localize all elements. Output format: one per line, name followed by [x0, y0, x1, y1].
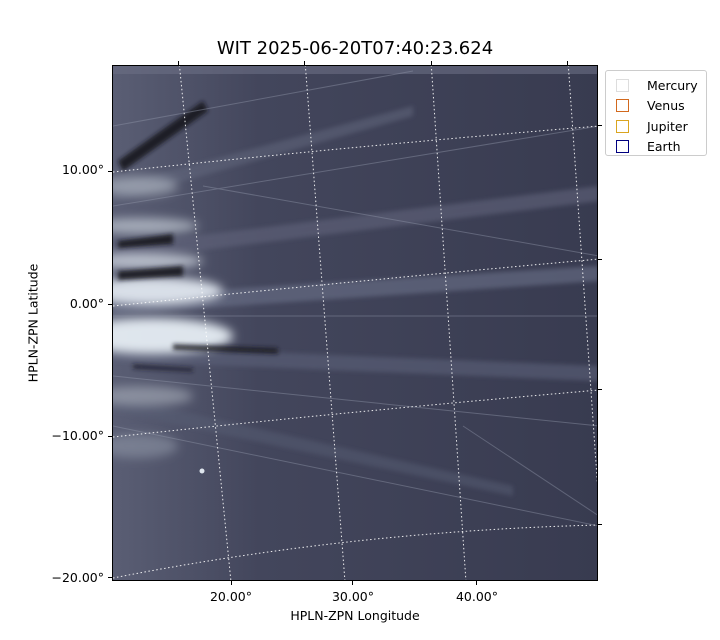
legend-swatch [616, 78, 629, 92]
ytick-mark-right [598, 524, 602, 525]
coordinate-grid [113, 66, 597, 580]
ytick-mark-right [598, 259, 602, 260]
xtick-mark-top [567, 61, 568, 65]
legend-item-mercury: Mercury [616, 75, 706, 96]
legend-item-venus: Venus [616, 96, 706, 117]
xtick-label: 40.00° [455, 589, 499, 604]
xtick-mark-top [304, 61, 305, 65]
legend-label: Jupiter [647, 118, 688, 134]
coronal-streamers [113, 106, 597, 496]
coronal-image-svg [113, 66, 597, 580]
plot-title: WIT 2025-06-20T07:40:23.624 [216, 38, 494, 59]
xtick-mark-top [178, 61, 179, 65]
ytick-mark-right [598, 125, 602, 126]
legend-swatch [616, 99, 629, 113]
legend-label: Venus [647, 98, 685, 114]
xtick-mark [352, 581, 353, 585]
xtick-mark [231, 581, 232, 585]
legend-swatch [616, 119, 629, 133]
bright-point-object [199, 468, 205, 474]
xtick-label: 30.00° [331, 589, 375, 604]
dark-streamer-gaps [118, 101, 278, 372]
legend-item-earth: Earth [616, 137, 706, 158]
ytick-mark [108, 436, 112, 437]
legend-swatch [616, 140, 629, 154]
ytick-mark [108, 304, 112, 305]
legend: Mercury Venus Jupiter Earth [605, 70, 707, 156]
ytick-label: 0.00° [69, 296, 104, 311]
x-axis-label: HPLN-ZPN Longitude [290, 608, 420, 623]
thin-ray-streaks [113, 70, 597, 527]
ytick-label: 10.00° [61, 162, 104, 177]
ytick-mark [108, 577, 112, 578]
ytick-label: −20.00° [51, 570, 104, 585]
ytick-label: −10.00° [51, 428, 104, 443]
xtick-label: 20.00° [209, 589, 253, 604]
bright-core-streamers [113, 176, 233, 458]
heliospheric-image [112, 65, 598, 581]
xtick-mark [476, 581, 477, 585]
ytick-mark-right [598, 389, 602, 390]
image-top-band [113, 66, 597, 74]
legend-label: Earth [647, 139, 681, 155]
legend-item-jupiter: Jupiter [616, 116, 706, 137]
y-axis-label: HPLN-ZPN Latitude [25, 263, 41, 383]
xtick-mark-top [431, 61, 432, 65]
ytick-mark [108, 171, 112, 172]
legend-label: Mercury [647, 77, 698, 93]
